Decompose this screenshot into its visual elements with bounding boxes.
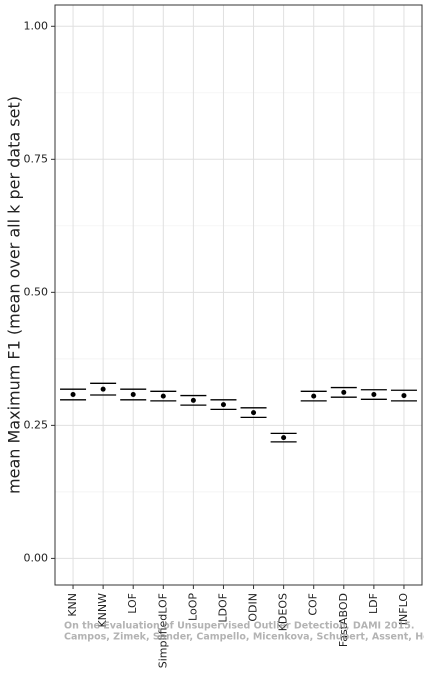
y-tick-label: 1.00	[24, 19, 49, 32]
x-tick-label: KDEOS	[277, 593, 290, 631]
y-tick-label: 0.25	[24, 418, 49, 431]
x-tick-label: LDOF	[216, 593, 229, 623]
mean-point	[281, 435, 287, 441]
x-tick-label: ODIN	[247, 593, 260, 622]
x-tick-label: COF	[307, 593, 320, 616]
mean-point	[311, 393, 317, 399]
y-tick-label: 0.75	[24, 152, 49, 165]
mean-point	[341, 389, 347, 395]
x-tick-label: LOF	[126, 593, 139, 614]
x-tick-label: SimplifiedLOF	[156, 593, 169, 668]
x-tick-label: LoOP	[186, 593, 199, 621]
mean-point	[160, 393, 166, 399]
y-tick-label: 0.00	[24, 551, 49, 564]
mean-point	[100, 386, 106, 392]
mean-point	[130, 392, 136, 398]
mean-point	[70, 392, 76, 398]
x-tick-label: KNN	[66, 593, 79, 617]
x-tick-label: FastABOD	[337, 593, 350, 647]
mean-point	[401, 393, 407, 399]
mean-point	[371, 392, 377, 398]
plot-border	[54, 4, 423, 586]
x-tick-label: KNNW	[96, 593, 109, 628]
mean-point	[251, 410, 257, 416]
y-tick-label: 0.50	[24, 285, 49, 298]
y-axis-label: mean Maximum F1 (mean over all k per dat…	[5, 96, 24, 494]
mean-point	[220, 402, 226, 408]
mean-point	[190, 397, 196, 403]
watermark: Campos, Zimek, Sander, Campello, Micenko…	[64, 632, 424, 643]
watermark: On the Evaluation of Unsupervised Outlie…	[64, 621, 414, 632]
x-tick-label: LDF	[367, 593, 380, 614]
x-tick-label: INFLO	[397, 593, 410, 626]
